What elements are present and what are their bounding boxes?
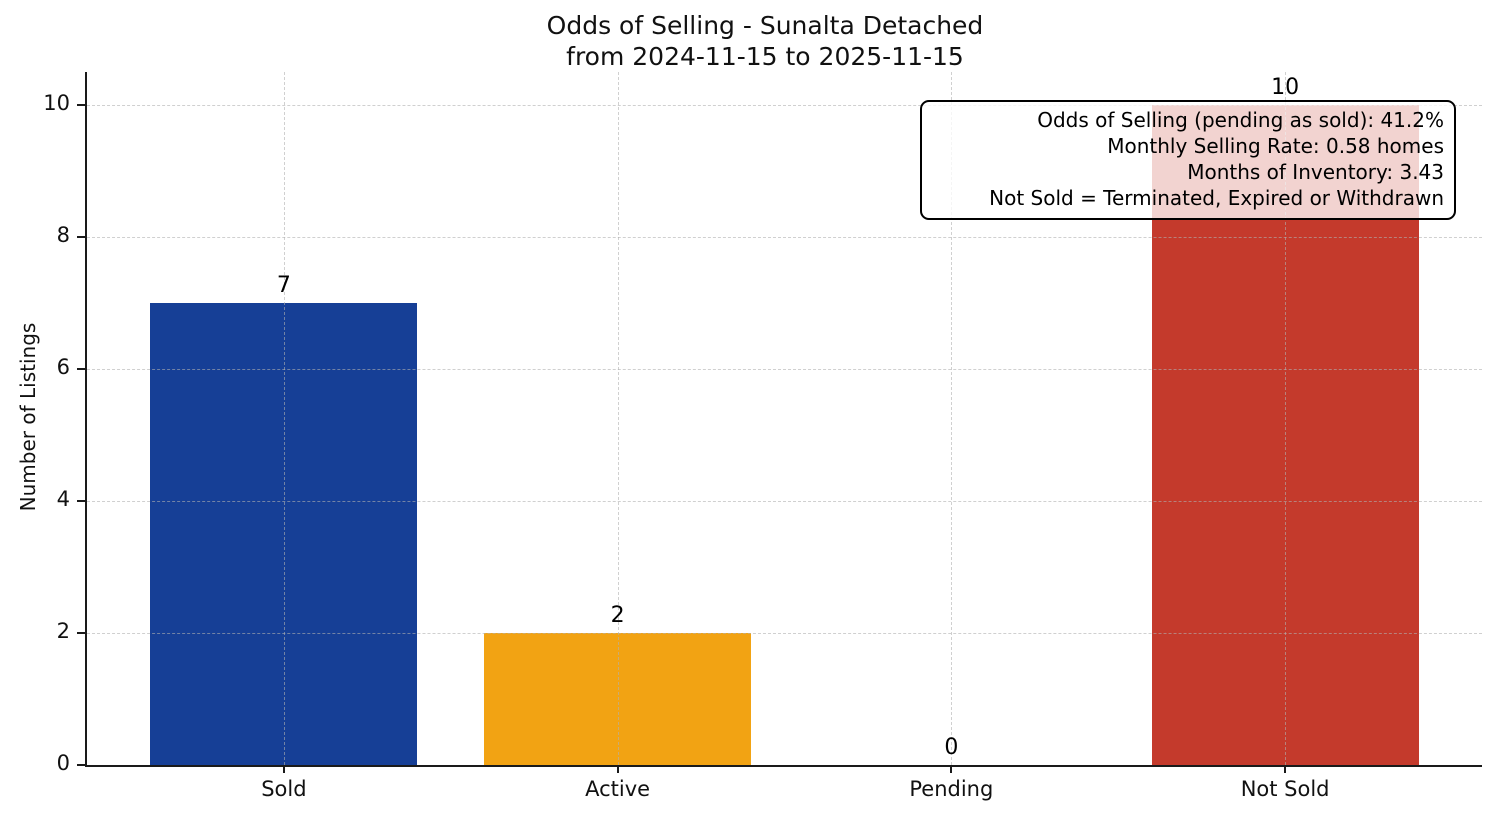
y-tick-mark — [77, 104, 85, 106]
y-gridline — [87, 501, 1482, 502]
y-tick-label: 8 — [56, 223, 70, 247]
x-gridline — [283, 72, 285, 765]
y-tick-label: 4 — [56, 487, 70, 511]
x-gridline — [617, 72, 619, 765]
x-tick-mark — [282, 765, 285, 773]
y-tick-label: 2 — [56, 619, 70, 643]
bar-value-label-active: 2 — [610, 603, 625, 628]
y-gridline — [87, 633, 1482, 634]
y-axis-label: Number of Listings — [16, 322, 40, 512]
y-tick-mark — [77, 632, 85, 634]
chart-title-line2: from 2024-11-15 to 2025-11-15 — [566, 42, 964, 71]
y-gridline — [87, 237, 1482, 238]
y-tick-mark — [77, 764, 85, 766]
annotation-line-not-sold-definition: Not Sold = Terminated, Expired or Withdr… — [989, 186, 1444, 210]
x-tick-label-active: Active — [585, 777, 651, 801]
y-tick-mark — [77, 500, 85, 502]
bar-value-label-sold: 7 — [276, 273, 291, 298]
chart-title-line1: Odds of Selling - Sunalta Detached — [546, 11, 984, 40]
x-tick-label-pending: Pending — [909, 777, 994, 801]
x-gridline — [1285, 72, 1287, 765]
y-tick-mark — [77, 236, 85, 238]
annotation-line-monthly-rate: Monthly Selling Rate: 0.58 homes — [1107, 134, 1444, 158]
x-tick-label-not-sold: Not Sold — [1240, 777, 1330, 801]
annotation-line-odds: Odds of Selling (pending as sold): 41.2% — [1037, 108, 1444, 132]
x-tick-label-sold: Sold — [261, 777, 307, 801]
x-tick-mark — [1284, 765, 1287, 773]
y-tick-mark — [77, 368, 85, 370]
bar-value-label-pending: 0 — [944, 735, 959, 760]
x-tick-mark — [616, 765, 619, 773]
chart-title: Odds of Selling - Sunalta Detached from … — [85, 10, 1445, 72]
y-tick-label: 0 — [56, 751, 70, 775]
y-tick-label: 6 — [56, 355, 70, 379]
annotation-line-months-inventory: Months of Inventory: 3.43 — [1187, 160, 1444, 184]
y-gridline — [87, 105, 1482, 106]
x-gridline — [951, 72, 953, 765]
bar-value-label-not-sold: 10 — [1271, 75, 1300, 100]
y-tick-label: 10 — [43, 91, 70, 115]
annotation-box: Odds of Selling (pending as sold): 41.2%… — [920, 100, 1456, 220]
y-gridline — [87, 369, 1482, 370]
x-tick-mark — [950, 765, 953, 773]
